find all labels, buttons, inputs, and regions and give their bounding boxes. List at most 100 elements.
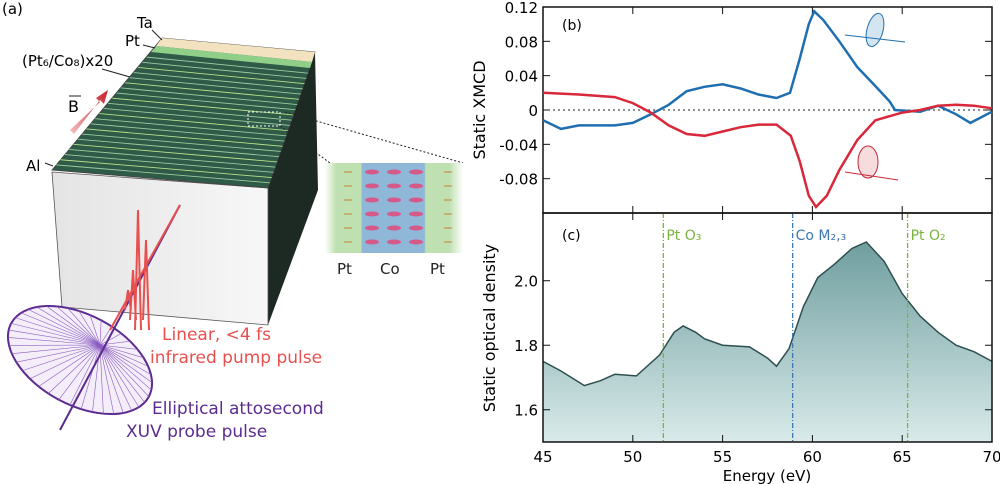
- x-tick-label: 65: [893, 448, 912, 466]
- layer-stripe: [56, 164, 270, 184]
- y-tick-label: 0.12: [505, 0, 538, 17]
- y-tick-label: -0.04: [499, 136, 538, 154]
- probe-label-line2: XUV probe pulse: [126, 422, 267, 442]
- probe-spoke: [11, 344, 101, 355]
- probe-spoke: [20, 312, 101, 346]
- x-tick-label: 45: [533, 448, 552, 466]
- co-spin-icon: [409, 183, 423, 189]
- circular-polarization-blue-icon: [844, 12, 906, 48]
- probe-spoke: [78, 310, 101, 346]
- layer-stripe: [90, 123, 285, 142]
- layer-stripe: [116, 92, 296, 111]
- layer-stripe: [129, 77, 301, 95]
- y-tick-label: 1.8: [514, 337, 538, 355]
- pump-pulse-icon: [109, 204, 181, 331]
- xmcd-series-blue: [542, 9, 993, 131]
- x-tick-label: 55: [713, 448, 732, 466]
- pump-label-line2: infrared pump pulse: [150, 348, 322, 368]
- probe-spoke: [58, 344, 101, 400]
- edge-marker-label: Pt O₃: [666, 228, 701, 244]
- probe-spoke: [22, 344, 101, 371]
- layer-stripe: [107, 102, 292, 121]
- co-spin-icon: [387, 211, 401, 217]
- co-spin-icon: [409, 197, 423, 203]
- x-tick-label: 50: [623, 448, 642, 466]
- co-spin-icon: [365, 239, 379, 245]
- y-tick-label: 0: [528, 102, 538, 120]
- probe-spoke: [46, 305, 101, 346]
- xmcd-series-red: [542, 91, 993, 210]
- co-spin-icon: [387, 225, 401, 231]
- probe-spoke: [16, 344, 101, 363]
- panel-label-c: (c): [562, 228, 581, 244]
- panel-label-b: (b): [562, 18, 582, 34]
- od-xlabel: Energy (eV): [723, 467, 811, 484]
- pump-label-line1: Linear, <4 fs: [162, 325, 271, 345]
- layer-stripe: [86, 128, 283, 147]
- ta-layer: [156, 38, 315, 62]
- leader-multilayer: [101, 68, 131, 78]
- layer-stripe: [77, 138, 279, 158]
- co-spin-icon: [409, 169, 423, 175]
- y-tick-label: 0.08: [505, 33, 538, 51]
- probe-spoke: [36, 306, 101, 346]
- probe-spoke: [99, 344, 149, 367]
- co-spin-icon: [387, 197, 401, 203]
- leader-al: [44, 162, 54, 167]
- layer-stripe: [142, 61, 307, 79]
- probe-spoke: [15, 317, 101, 346]
- leader-ta: [151, 29, 163, 41]
- layer-stripe: [112, 97, 294, 116]
- probe-spoke: [8, 329, 101, 346]
- circular-polarization-red-icon: [844, 145, 899, 181]
- od-ylabel: Static optical density: [480, 244, 499, 412]
- edge-marker-label: Co M₂,₃: [796, 228, 847, 244]
- layer-stripe: [82, 133, 281, 152]
- sample-front-face: [51, 171, 269, 326]
- probe-spoke: [99, 344, 140, 408]
- probe-spoke: [48, 344, 101, 394]
- co-spin-icon: [387, 169, 401, 175]
- co-spin-icon: [365, 197, 379, 203]
- probe-spoke: [69, 344, 101, 406]
- optical-density-line: [542, 241, 993, 387]
- co-spin-icon: [409, 239, 423, 245]
- probe-spoke: [99, 320, 102, 346]
- probe-spoke: [7, 337, 101, 346]
- probe-spoke: [11, 323, 101, 346]
- inset-label-co: Co: [380, 260, 400, 278]
- co-spin-icon: [365, 225, 379, 231]
- probe-spoke: [99, 333, 122, 346]
- pt-layer: [151, 46, 312, 68]
- xmcd-chart: (b) Static XMCD 0.12 0.08 0.04 0 -0.04 -0.08: [470, 0, 993, 214]
- optical-density-area: [543, 242, 992, 442]
- co-spin-icon: [409, 225, 423, 231]
- layer-stripe: [73, 143, 278, 163]
- layer-stripe: [138, 66, 305, 85]
- layer-stripe: [69, 149, 276, 168]
- layer-stripe: [125, 82, 300, 100]
- layer-stripe: [99, 113, 289, 132]
- layer-stripe: [60, 159, 272, 179]
- xmcd-ylabel: Static XMCD: [470, 60, 489, 159]
- probe-spoke: [28, 309, 101, 346]
- layer-stripe: [103, 107, 290, 126]
- probe-spoke: [99, 344, 104, 414]
- multilayer-stripes: [56, 56, 309, 184]
- co-spin-icon: [409, 211, 423, 217]
- b-field-arrow-icon: [70, 90, 108, 134]
- y-tick-label: 2.0: [514, 273, 538, 291]
- probe-label-line1: Elliptical attosecond: [152, 399, 324, 419]
- probe-spoke: [38, 344, 101, 387]
- probe-pulse-icon: [6, 204, 181, 431]
- label-ta: Ta: [136, 14, 153, 32]
- probe-spoke: [99, 344, 144, 359]
- inset-label-pt-left: Pt: [337, 260, 352, 278]
- co-spin-icon: [365, 183, 379, 189]
- co-spin-icon: [365, 169, 379, 175]
- y-tick-label: 1.6: [514, 402, 538, 420]
- panel-label-a: (a): [2, 0, 23, 18]
- co-spin-icon: [365, 211, 379, 217]
- layer-stripe: [120, 87, 298, 105]
